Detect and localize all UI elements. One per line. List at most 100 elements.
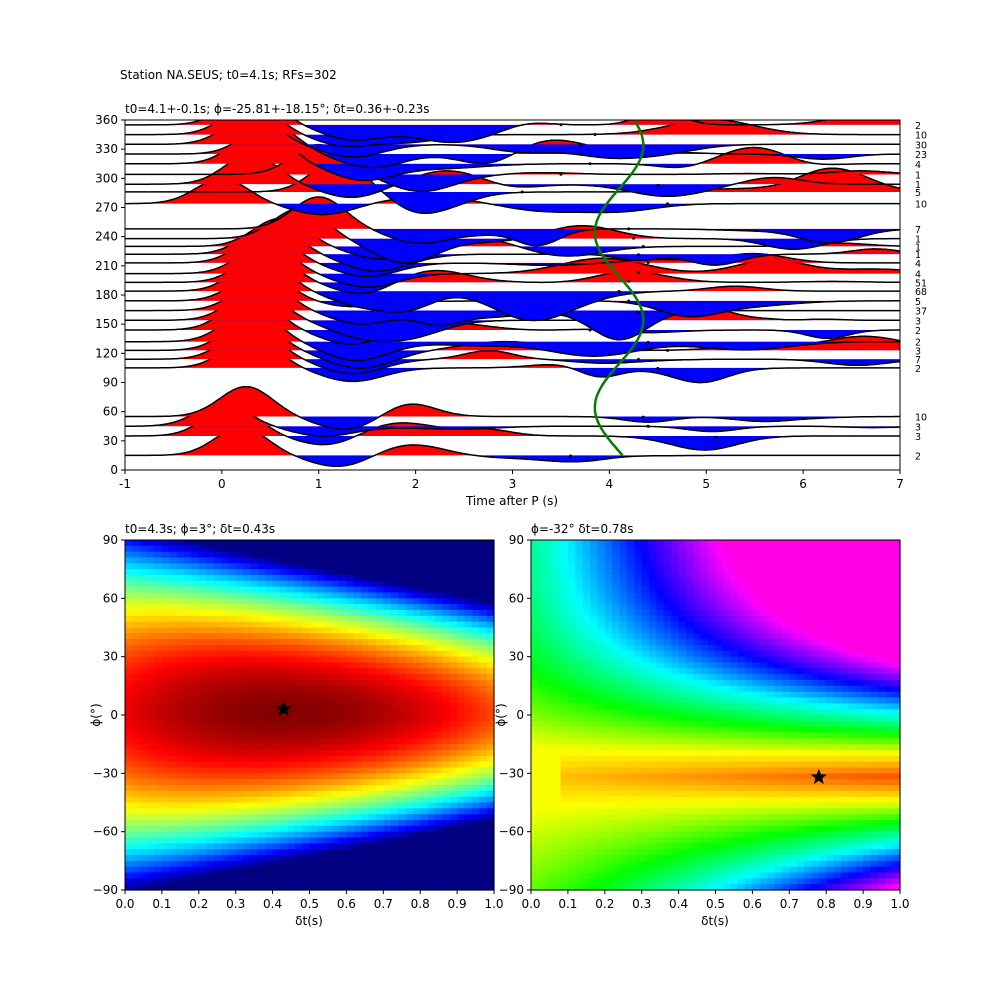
heatmap-cell [316,849,325,856]
heatmap-cell [198,802,207,809]
heatmap-cell [353,761,362,769]
heatmap-cell [353,726,362,734]
heatmap-cell [545,715,554,722]
heatmap-cell [390,878,399,885]
heatmap-cell [154,831,163,839]
heatmap-cell [582,639,591,646]
heatmap-cell [471,685,480,693]
heatmap-cell [457,592,466,599]
heatmap-cell [612,645,621,652]
heatmap-cell [604,860,613,868]
heatmap-cell [634,843,643,850]
heatmap-cell [427,674,436,681]
t0-curve [593,120,645,457]
heatmap-cell [567,855,576,862]
heatmap-cell [708,773,717,780]
heatmap-cell [449,825,458,833]
heatmap-cell [353,668,362,675]
heatmap-cell [737,720,746,728]
wiggle-title: t0=4.1+-0.1s; ϕ=-25.81+-18.15°; δt=0.36+… [125,102,429,116]
heatmap-cell [383,545,392,553]
heatmap-cell [678,662,687,669]
heatmap-cell [390,656,399,664]
heatmap-cell [316,785,325,792]
heatmap-cell [368,610,377,617]
heatmap-cell [147,866,156,874]
heatmap-cell [390,773,399,780]
heatmap-cell [228,680,237,687]
heatmap-cell [390,557,399,564]
heatmap-cell [147,790,156,798]
heatmap-cell [294,575,303,582]
heatmap-cell [279,580,288,588]
heatmap-cell [279,645,288,652]
heatmap-cell [634,715,643,722]
heatmap-cell [663,738,672,745]
heatmap-cell [272,586,281,594]
heatmap-cell [612,580,621,588]
heatmap-cell [287,732,296,739]
x-tick-label: 0.2 [189,897,208,911]
heatmap-cell [531,621,539,629]
heatmap-cell [331,761,340,769]
heatmap-cell [279,878,288,885]
heatmap-cell [383,592,392,599]
heatmap-cell [309,662,318,669]
heatmap-cell [626,814,635,821]
heatmap-cell [604,715,613,722]
heatmap-cell [471,557,480,564]
heatmap-cell [730,639,739,646]
heatmap-cell [656,615,665,623]
heatmap-cell [257,872,266,879]
heatmap-cell [597,610,606,617]
heatmap-cell [612,732,621,739]
heatmap-cell [272,598,281,605]
heatmap-cell [715,860,724,868]
heatmap-cell [398,680,407,687]
trace-count-label: 51 [915,278,927,289]
heatmap-cell [250,750,259,757]
heatmap-cell [685,843,694,850]
heatmap-cell [708,761,717,769]
heatmap-cell [272,569,281,576]
heatmap-cell [427,569,436,576]
heatmap-cell [324,808,333,815]
heatmap-cell [390,779,399,786]
heatmap-cell [471,545,480,553]
heatmap-cell [663,872,672,879]
heatmap-cell [368,656,377,664]
heatmap-cell [420,849,429,856]
heatmap-cell [176,866,185,874]
heatmap-cell [398,860,407,868]
heatmap-cell [634,802,643,809]
heatmap-cell [368,814,377,821]
heatmap-cell [176,645,185,652]
heatmap-cell [671,586,680,594]
heatmap-cell [198,575,207,582]
heatmap-cell [597,691,606,699]
heatmap-cell [191,761,200,769]
heatmap-cell [184,674,193,681]
heatmap-cell [302,720,311,728]
heatmap-cell [154,633,163,640]
heatmap-cell [302,592,311,599]
trace-pick-marker [627,279,631,283]
heatmap-cell [279,773,288,780]
heatmap-cell [545,790,554,798]
heatmap-cell [538,773,547,780]
heatmap-cell [361,610,370,617]
heatmap-cell [471,645,480,652]
heatmap-cell [486,767,495,774]
heatmap-cell [228,615,237,623]
heatmap-cell [641,785,650,792]
wiggle-traces [125,120,900,468]
heatmap-cell [479,592,488,599]
heatmap-cell [346,633,355,640]
heatmap-cell [708,680,717,687]
heatmap-cell [191,703,200,710]
heatmap-cell [368,738,377,745]
heatmap-cell [405,855,414,862]
heatmap-cell [678,750,687,757]
heatmap-cell [257,796,266,804]
heatmap-cell [154,645,163,652]
